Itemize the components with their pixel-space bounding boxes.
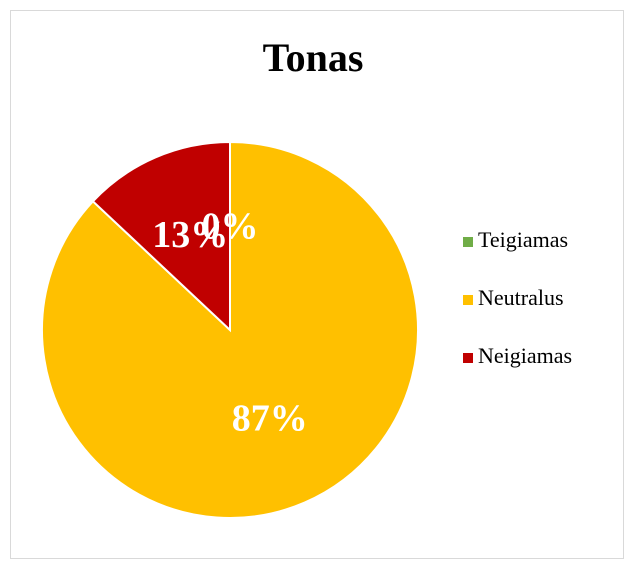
legend-label: Teigiamas [478, 227, 568, 252]
data-label: 13% [152, 214, 228, 256]
pie-slice [91, 140, 231, 333]
legend-swatch [463, 353, 473, 363]
legend-swatch [463, 237, 473, 247]
legend-label: Neutralus [478, 285, 564, 310]
legend-swatch [463, 295, 473, 305]
data-label: 0% [202, 206, 259, 248]
chart-title: Tonas [263, 35, 364, 80]
data-label: 87% [232, 397, 308, 439]
legend-label: Neigiamas [478, 343, 572, 368]
